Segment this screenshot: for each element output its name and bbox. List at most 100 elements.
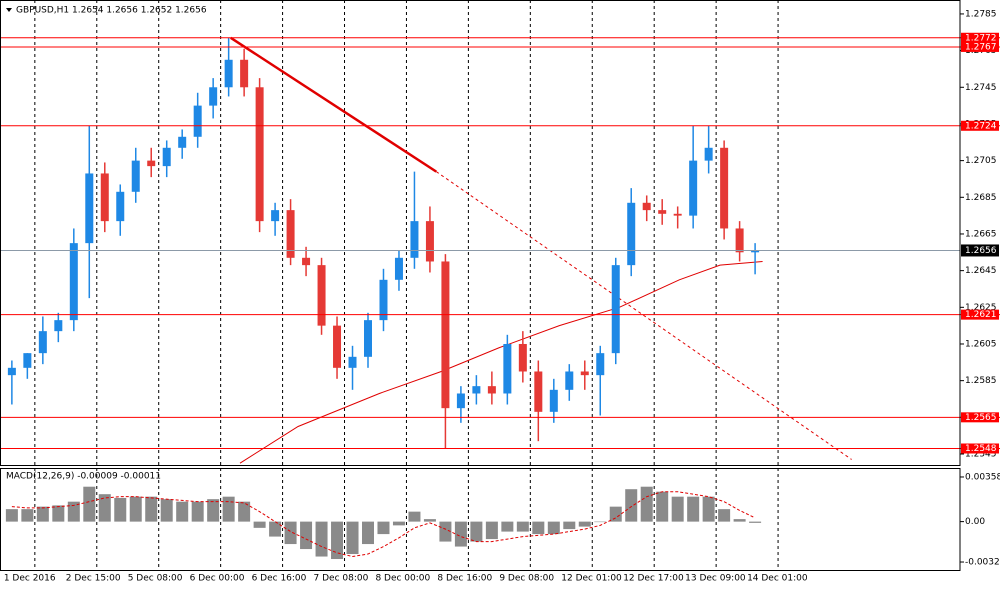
x-tick-label: 6 Dec 16:00 <box>252 574 307 584</box>
y-tick-label: 1.2705 <box>965 156 997 166</box>
candle-body <box>534 371 543 412</box>
macd-bar <box>145 496 158 522</box>
y-tick-label: 1.2585 <box>965 376 997 386</box>
macd-bar <box>439 521 452 542</box>
macd-bar <box>67 501 80 522</box>
macd-bar <box>547 521 560 535</box>
macd-bar <box>176 501 189 522</box>
candle-body <box>209 87 218 106</box>
candle-body <box>642 202 651 211</box>
x-tick-label: 13 Dec 09:00 <box>685 574 746 584</box>
candle-body <box>224 59 233 88</box>
candle-body <box>286 210 295 258</box>
candle-body <box>456 393 465 409</box>
macd-bar <box>300 521 313 550</box>
chart-title: GBPUSD,H1 1.2654 1.2656 1.2652 1.2656 <box>16 6 207 16</box>
candle-body <box>673 213 682 216</box>
macd-bar <box>578 521 591 527</box>
panel-frame <box>0 468 961 571</box>
macd-bar <box>392 521 405 526</box>
current-price-label: 1.2656 <box>965 246 997 256</box>
macd-title: MACD(12,26,9) -0.00009 -0.00011 <box>6 472 161 482</box>
macd-bar <box>423 519 436 522</box>
candle-body <box>627 202 636 266</box>
candle-body <box>472 386 481 394</box>
macd-bar <box>36 506 49 522</box>
candle-body <box>69 243 78 321</box>
candle-body <box>704 147 713 161</box>
macd-bar <box>501 521 514 532</box>
level-box <box>961 309 999 320</box>
macd-bar <box>331 521 344 560</box>
y-tick-label: 0.00 <box>965 517 985 527</box>
current-price-box <box>961 244 999 257</box>
candle-body <box>348 356 357 368</box>
candle-body <box>38 331 47 354</box>
y-tick-label: 1.2745 <box>965 83 997 93</box>
x-tick-label: 12 Dec 17:00 <box>623 574 684 584</box>
macd-bar <box>238 501 251 522</box>
macd-bar <box>609 506 622 522</box>
macd-bar <box>408 511 421 522</box>
macd-bar <box>129 496 142 522</box>
candle-body <box>611 265 620 354</box>
macd-bar <box>702 496 715 522</box>
x-tick-label: 7 Dec 08:00 <box>314 574 369 584</box>
x-tick-label: 9 Dec 08:00 <box>499 574 554 584</box>
level-label: 1.2621 <box>965 310 997 320</box>
macd-bar <box>191 501 204 522</box>
macd-bar <box>594 521 607 523</box>
macd-bar <box>160 499 173 522</box>
candle-body <box>240 59 249 88</box>
macd-bar <box>563 521 576 530</box>
macd-bar <box>749 521 762 523</box>
panel-frame <box>0 0 961 466</box>
menu-arrow[interactable] <box>6 8 12 12</box>
macd-bar <box>269 521 282 537</box>
x-tick-label: 6 Dec 00:00 <box>190 574 245 584</box>
candle-body <box>565 371 574 390</box>
macd-bar <box>83 486 96 522</box>
macd-bar <box>625 489 638 522</box>
macd-bar <box>718 509 731 522</box>
level-box <box>961 41 999 52</box>
y-tick-label: 1.2785 <box>965 9 997 19</box>
candle-body <box>162 147 171 167</box>
candle-body <box>333 325 342 368</box>
macd-bar <box>253 521 266 528</box>
level-label: 1.2548 <box>965 444 997 454</box>
candle-body <box>487 386 496 394</box>
candle-body <box>518 343 527 372</box>
macd-bar <box>5 509 18 522</box>
candle-body <box>23 353 32 368</box>
macd-bar <box>114 497 127 522</box>
candle-body <box>720 147 729 229</box>
candle-body <box>379 279 388 321</box>
y-tick-label: 1.2545 <box>965 449 997 459</box>
macd-bar <box>454 521 467 547</box>
x-tick-label: 2 Dec 15:00 <box>66 574 121 584</box>
candle-body <box>580 371 589 376</box>
macd-bar <box>207 499 220 522</box>
level-label: 1.2724 <box>965 121 997 131</box>
x-tick-label: 12 Dec 01:00 <box>561 574 622 584</box>
macd-bar <box>284 521 297 545</box>
trend-extension <box>435 171 852 460</box>
macd-bar <box>671 496 684 522</box>
level-box <box>961 443 999 454</box>
y-tick-label: 1.2685 <box>965 193 997 203</box>
macd-bar <box>656 491 669 522</box>
candle-body <box>549 389 558 412</box>
candle-body <box>410 221 419 258</box>
macd-bar <box>532 521 545 535</box>
macd-bar <box>485 521 498 540</box>
candle-body <box>255 87 264 222</box>
macd-bar <box>98 494 111 522</box>
x-tick-label: 8 Dec 00:00 <box>375 574 430 584</box>
macd-bar <box>52 505 65 522</box>
candle-body <box>658 210 667 214</box>
candle-body <box>147 160 156 167</box>
candle-body <box>116 191 125 222</box>
